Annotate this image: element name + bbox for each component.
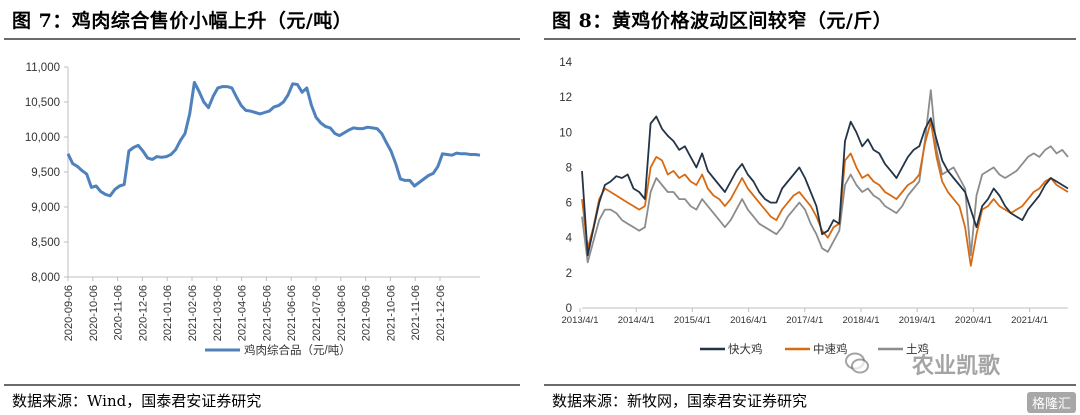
x-tick-label: 2021-10-06 bbox=[385, 285, 397, 341]
x-tick-label: 2020-12-06 bbox=[137, 285, 149, 341]
y-tick-label: 9,500 bbox=[31, 167, 60, 179]
right-source-text: 数据来源：新牧网，国泰君安证券研究 bbox=[552, 392, 808, 410]
x-tick-label: 2020/4/1 bbox=[955, 315, 992, 326]
x-tick-label: 2019/4/1 bbox=[899, 315, 936, 326]
series-line bbox=[581, 89, 1069, 264]
x-tick-label: 2021-04-06 bbox=[237, 285, 249, 341]
y-tick-label: 2 bbox=[566, 268, 572, 280]
y-tick-label: 6 bbox=[566, 198, 572, 210]
x-tick-label: 2016/4/1 bbox=[730, 315, 767, 326]
series-line bbox=[581, 115, 1069, 257]
legend-label: 土鸡 bbox=[906, 342, 929, 356]
x-tick-label: 2021-08-06 bbox=[336, 285, 348, 341]
y-tick-label: 8 bbox=[566, 162, 572, 174]
legend-label: 中速鸡 bbox=[813, 342, 848, 356]
right-source-rule bbox=[544, 384, 1076, 386]
right-line-chart: 0 2 4 6 8 10 12 14 2013/4/1 2014/4/1 2015/4/1 2016/… bbox=[559, 57, 1069, 356]
x-tick-label: 2015/4/1 bbox=[674, 315, 711, 326]
x-tick-label: 2013/4/1 bbox=[562, 315, 599, 326]
right-title-rule bbox=[544, 38, 1076, 40]
x-tick-label: 2021-05-06 bbox=[261, 285, 273, 341]
left-source-text: 数据来源：Wind，国泰君安证券研究 bbox=[12, 392, 262, 410]
y-tick-label: 8,500 bbox=[31, 237, 60, 249]
y-tick-label: 0 bbox=[566, 303, 572, 315]
y-tick-label: 10,500 bbox=[25, 97, 60, 109]
y-tick-label: 4 bbox=[566, 233, 573, 245]
x-tick-label: 2021-11-06 bbox=[410, 285, 422, 340]
right-chart-title: 图 8：黄鸡价格波动区间较窄（元/斤） bbox=[552, 10, 893, 32]
x-tick-label: 2021-12-06 bbox=[435, 285, 447, 341]
x-tick-label: 2021-02-06 bbox=[187, 285, 199, 341]
left-source-rule bbox=[4, 384, 520, 386]
right-chart-panel: 图 8：黄鸡价格波动区间较窄（元/斤） 0 2 4 6 8 10 12 14 2013/4/1 2… bbox=[540, 0, 1080, 415]
x-tick-label: 2014/4/1 bbox=[618, 315, 655, 326]
y-tick-label: 12 bbox=[559, 92, 572, 104]
x-tick-label: 2020-10-06 bbox=[88, 285, 100, 341]
y-tick-label: 11,000 bbox=[26, 62, 60, 74]
x-tick-label: 2021/4/1 bbox=[1011, 315, 1048, 326]
legend-label: 鸡肉综合品（元/吨） bbox=[244, 343, 351, 357]
left-chart-title: 图 7：鸡肉综合售价小幅上升（元/吨） bbox=[12, 10, 353, 32]
y-tick-label: 9,000 bbox=[31, 202, 60, 214]
watermark-text: 农业凯歌 bbox=[911, 354, 1000, 379]
x-tick-label: 2021-09-06 bbox=[361, 285, 373, 341]
wechat-icon bbox=[845, 352, 869, 374]
left-line-chart: 8,000 8,500 9,000 9,500 10,000 10,500 11,000 20… bbox=[25, 62, 481, 357]
left-title-rule bbox=[4, 38, 520, 40]
left-chart-panel: 图 7：鸡肉综合售价小幅上升（元/吨） 8,000 8,500 9,000 9,500… bbox=[0, 0, 520, 415]
y-tick-label: 8,000 bbox=[31, 272, 60, 284]
x-tick-label: 2021-07-06 bbox=[311, 285, 323, 341]
x-tick-label: 2021-01-06 bbox=[162, 285, 174, 341]
y-tick-label: 10 bbox=[559, 127, 572, 139]
brand-badge: 格隆汇 bbox=[1026, 392, 1076, 413]
x-tick-label: 2017/4/1 bbox=[786, 315, 823, 326]
x-tick-label: 2021-06-06 bbox=[286, 285, 298, 341]
x-tick-label: 2020-09-06 bbox=[63, 285, 75, 341]
x-tick-label: 2021-03-06 bbox=[212, 285, 224, 341]
series-line bbox=[66, 80, 481, 198]
x-tick-label: 2020-11-06 bbox=[113, 285, 125, 340]
y-tick-label: 14 bbox=[559, 57, 572, 69]
y-tick-label: 10,000 bbox=[25, 132, 60, 144]
legend-label: 快大鸡 bbox=[728, 342, 763, 356]
series-line bbox=[581, 120, 1069, 267]
x-tick-label: 2018/4/1 bbox=[843, 315, 880, 326]
